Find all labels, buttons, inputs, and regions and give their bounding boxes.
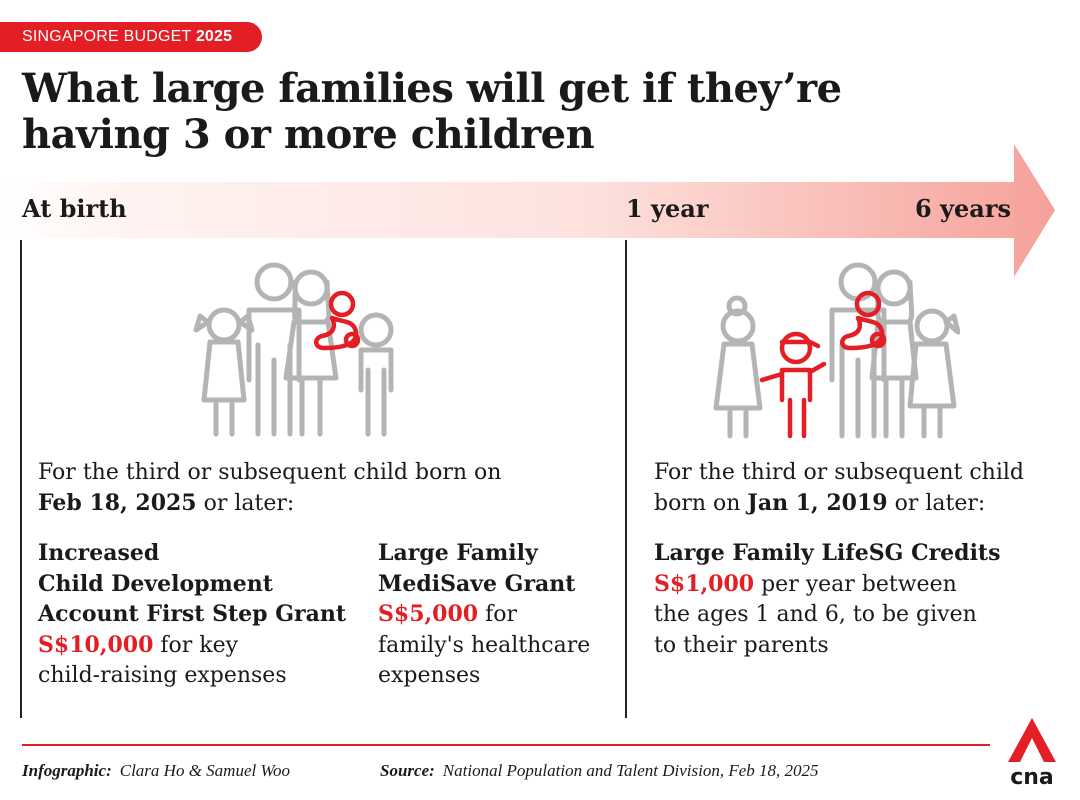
benefit-lifesg-desc-first: per year between: [754, 571, 957, 597]
infographic-credit: Infographic: Clara Ho & Samuel Woo: [22, 760, 290, 782]
benefit-medisave-grant: Large Family MediSave Grant S$5,000 for …: [378, 538, 618, 692]
right-intro-suffix: or later:: [887, 491, 986, 516]
benefit-medisave-desc-line-2: expenses: [378, 663, 481, 688]
benefit-medisave-heading-2: MediSave Grant: [378, 570, 576, 597]
right-intro-prefix: born on: [654, 491, 748, 516]
middle-divider: [625, 240, 627, 718]
benefit-medisave-desc-line-1: family's healthcare: [378, 632, 591, 658]
right-intro-date: Jan 1, 2019: [747, 490, 888, 516]
benefit-medisave-amount: S$5,000: [378, 601, 479, 627]
section-tag-text: SINGAPORE BUDGET: [22, 28, 192, 45]
section-tag-year: 2025: [195, 28, 233, 45]
timeline-arrow: [0, 144, 1055, 277]
benefit-medisave-heading-1: Large Family: [378, 540, 538, 566]
mother-figure: [283, 269, 339, 437]
left-intro-suffix: or later:: [196, 491, 295, 516]
boy-figure: [358, 312, 394, 437]
source-text: National Population and Talent Division,…: [442, 761, 819, 780]
benefit-cda-heading-1: Increased: [38, 540, 160, 566]
baby-figure: [314, 290, 361, 351]
left-intro-prefix: For the third or subsequent child born o…: [38, 460, 502, 485]
benefit-cda-heading-2: Child Development: [38, 570, 273, 597]
timeline-label-1-year: 1 year: [626, 194, 709, 223]
left-intro: For the third or subsequent child born o…: [38, 458, 598, 519]
benefit-cda-desc-rest: child-raising expenses: [38, 663, 287, 688]
section-tag: SINGAPORE BUDGET 2025: [0, 22, 262, 52]
family-illustration-right: [713, 262, 960, 439]
benefit-cda-heading-3: Account First Step Grant: [38, 601, 346, 627]
benefit-medisave-desc-first: for: [478, 602, 517, 627]
family-illustration-left: [193, 262, 394, 437]
baby-figure: [840, 290, 887, 351]
benefit-lifesg-credits: Large Family LifeSG Credits S$1,000 per …: [654, 538, 1054, 661]
benefit-cda-desc-first: for key: [153, 632, 239, 658]
benefit-lifesg-desc-line-1: the ages 1 and 6, to be given: [654, 602, 977, 627]
girl-figure-right: [907, 308, 960, 439]
footer-divider: [22, 744, 990, 746]
benefit-lifesg-heading: Large Family LifeSG Credits: [654, 540, 1001, 566]
cna-logo: cna: [1008, 718, 1056, 788]
source-label: Source:: [380, 761, 435, 780]
page-title: What large families will get if they’re …: [22, 65, 842, 158]
right-intro: For the third or subsequent child born o…: [654, 458, 1054, 519]
boy-figure-red: [759, 331, 827, 439]
benefit-lifesg-desc-line-2: to their parents: [654, 632, 829, 658]
benefit-cda-grant: Increased Child Development Account Firs…: [38, 538, 358, 692]
left-divider: [20, 240, 22, 718]
girl-figure-left: [713, 295, 763, 439]
left-intro-date: Feb 18, 2025: [38, 490, 197, 516]
benefit-cda-amount: S$10,000: [38, 631, 154, 658]
svg-text:cna: cna: [1010, 765, 1054, 788]
infographic-label: Infographic:: [22, 761, 112, 780]
source-credit: Source: National Population and Talent Di…: [380, 760, 819, 782]
timeline-label-birth: At birth: [22, 194, 127, 223]
girl-figure: [193, 307, 255, 437]
right-intro-line-1: For the third or subsequent child: [654, 460, 1025, 485]
infographic-authors: Clara Ho & Samuel Woo: [119, 761, 291, 780]
benefit-lifesg-amount: S$1,000: [654, 570, 755, 597]
timeline-label-6-years: 6 years: [915, 194, 1011, 223]
